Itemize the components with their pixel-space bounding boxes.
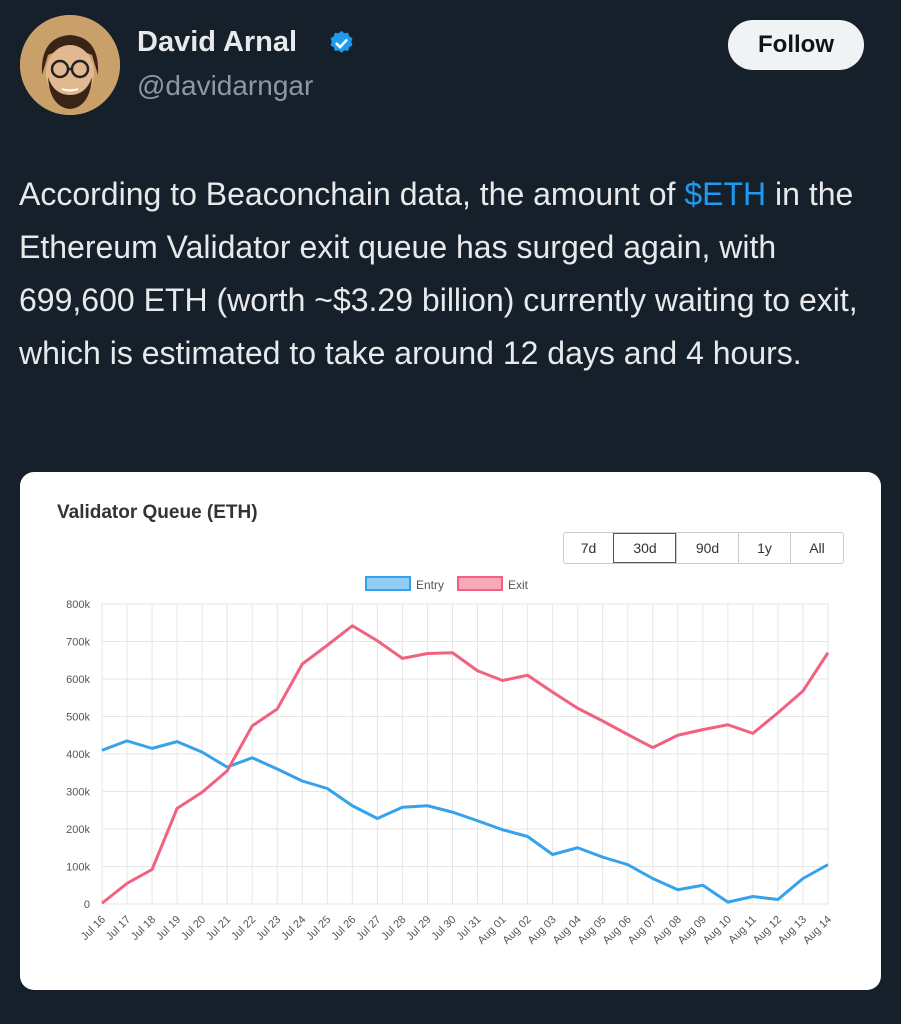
avatar[interactable] <box>20 15 120 115</box>
x-tick-label: Jul 29 <box>404 914 433 943</box>
y-tick-label: 300k <box>66 787 90 799</box>
author-name[interactable]: David Arnal <box>137 26 298 58</box>
x-tick-label: Jul 30 <box>429 914 458 943</box>
range-button-30d[interactable]: 30d <box>613 533 676 563</box>
legend-label-exit: Exit <box>508 578 529 592</box>
y-tick-label: 100k <box>66 862 90 874</box>
chart-title: Validator Queue (ETH) <box>57 502 258 523</box>
x-tick-label: Jul 17 <box>104 914 133 943</box>
y-tick-label: 200k <box>66 824 90 836</box>
y-tick-label: 400k <box>66 749 90 761</box>
x-tick-label: Jul 24 <box>279 914 308 943</box>
y-tick-label: 700k <box>66 637 90 649</box>
range-selector: 7d 30d 90d 1y All <box>563 532 844 564</box>
x-tick-label: Jul 28 <box>379 914 408 943</box>
x-tick-label: Jul 26 <box>329 914 358 943</box>
y-tick-label: 600k <box>66 674 90 686</box>
x-tick-label: Jul 20 <box>179 914 208 943</box>
x-tick-label: Jul 19 <box>154 914 183 943</box>
legend-swatch-exit <box>457 576 503 591</box>
eth-cashtag-link[interactable]: $ETH <box>684 176 767 212</box>
series-line-exit <box>101 624 830 905</box>
x-tick-label: Jul 21 <box>204 914 233 943</box>
y-tick-label: 0 <box>84 899 90 911</box>
y-tick-label: 800k <box>66 599 90 611</box>
x-tick-label: Jul 27 <box>354 914 383 943</box>
tweet-text-start: According to Beaconchain data, the amoun… <box>19 176 685 212</box>
x-tick-label: Jul 23 <box>254 914 283 943</box>
x-tick-label: Jul 25 <box>304 914 333 943</box>
series-line-entry <box>101 739 829 904</box>
x-tick-label: Jul 22 <box>229 914 258 943</box>
verified-badge-icon <box>330 30 353 53</box>
legend-swatch-entry <box>365 576 411 591</box>
chart-card[interactable]: 0 100k 200k 300k 400k 500k 600k 700k 800k Jul 16 J… <box>20 472 881 990</box>
tweet-text: According to Beaconchain data, the amoun… <box>19 168 881 380</box>
range-button-all[interactable]: All <box>790 533 843 563</box>
x-tick-label: Aug 14 <box>801 914 834 947</box>
follow-button[interactable]: Follow <box>728 20 864 70</box>
tweet-text-end: in the Ethereum Validator exit queue has… <box>19 176 858 371</box>
legend-label-entry: Entry <box>416 578 444 592</box>
range-button-90d[interactable]: 90d <box>676 533 738 563</box>
x-tick-label: Aug 10 <box>701 914 734 947</box>
avatar-illustration <box>20 15 120 115</box>
range-button-7d[interactable]: 7d <box>580 540 597 556</box>
y-tick-label: 500k <box>66 712 90 724</box>
range-button-1y[interactable]: 1y <box>738 533 790 563</box>
x-tick-label: Jul 18 <box>129 914 158 943</box>
author-handle[interactable]: @davidarngar <box>137 70 314 101</box>
x-tick-label: Jul 16 <box>79 914 108 943</box>
